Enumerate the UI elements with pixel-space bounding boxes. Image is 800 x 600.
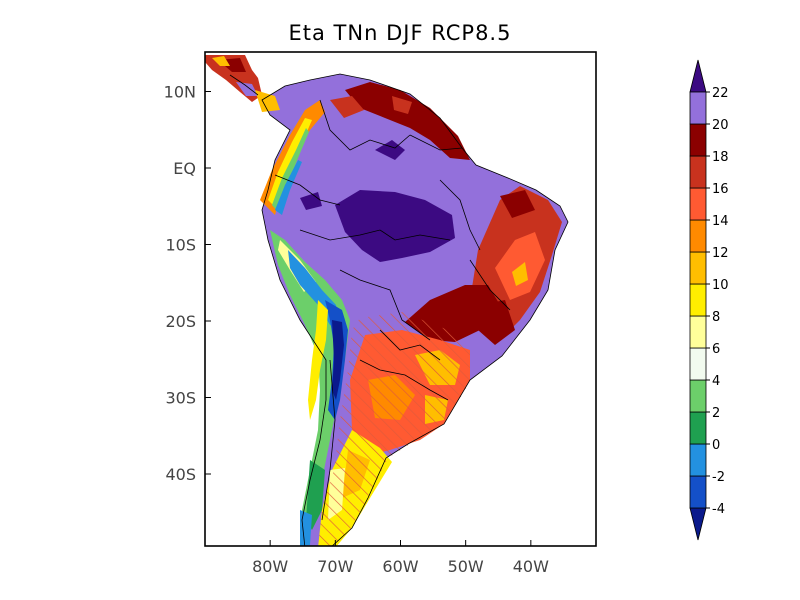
lat-tick-label: 20S <box>165 312 196 331</box>
lat-tick-label: 10N <box>164 83 196 102</box>
colorbar-label: -2 <box>712 470 725 485</box>
colorbar-label: 8 <box>712 310 720 325</box>
colorbar-segment <box>689 347 707 381</box>
colorbar-bottom-arrow <box>689 507 707 541</box>
colorbar-label: 14 <box>712 214 729 229</box>
colorbar: -4 -2 0 2 4 6 8 10 12 14 16 18 20 22 <box>689 59 729 541</box>
colorbar-label: 4 <box>712 374 720 389</box>
colorbar-label: 20 <box>712 118 729 133</box>
hatched-area <box>318 312 470 546</box>
colorbar-segment <box>689 443 707 477</box>
colorbar-segment <box>689 91 707 125</box>
lon-tick-label: 50W <box>448 557 484 576</box>
colorbar-segment <box>689 187 707 221</box>
colorbar-label: 22 <box>712 86 729 101</box>
lat-tick-label: 10S <box>165 236 196 255</box>
colorbar-top-arrow <box>689 59 707 93</box>
map-title: Eta TNn DJF RCP8.5 <box>289 21 512 45</box>
colorbar-segment <box>689 411 707 445</box>
colorbar-segment <box>689 379 707 413</box>
colorbar-label: 10 <box>712 278 729 293</box>
colorbar-label: 16 <box>712 182 729 197</box>
colorbar-label: 18 <box>712 150 729 165</box>
amazon-core <box>335 190 455 262</box>
lon-tick-label: 80W <box>252 557 288 576</box>
south-america-land <box>262 74 568 546</box>
map-field <box>205 55 569 546</box>
colorbar-segment <box>689 283 707 317</box>
guiana-warm <box>345 82 470 160</box>
colorbar-segment <box>689 475 707 509</box>
colorbar-label: 6 <box>712 342 720 357</box>
lat-tick-label: 40S <box>165 465 196 484</box>
latitude-axis: 10N EQ 10S 20S 30S 40S <box>164 83 211 484</box>
colorbar-label: -4 <box>712 502 725 517</box>
lon-tick-label: 70W <box>317 557 353 576</box>
colorbar-segment <box>689 155 707 189</box>
colorbar-segment <box>689 315 707 349</box>
colorbar-segment <box>689 123 707 157</box>
longitude-axis: 80W 70W 60W 50W 40W <box>252 540 549 576</box>
lon-tick-label: 60W <box>382 557 418 576</box>
lon-tick-label: 40W <box>513 557 549 576</box>
colorbar-label: 0 <box>712 438 720 453</box>
colorbar-segment <box>689 219 707 253</box>
lat-tick-label: EQ <box>173 159 196 178</box>
lat-tick-label: 30S <box>165 389 196 408</box>
colorbar-segment <box>689 251 707 285</box>
country-borders <box>229 73 569 546</box>
colorbar-label: 2 <box>712 406 720 421</box>
colorbar-label: 12 <box>712 246 729 261</box>
